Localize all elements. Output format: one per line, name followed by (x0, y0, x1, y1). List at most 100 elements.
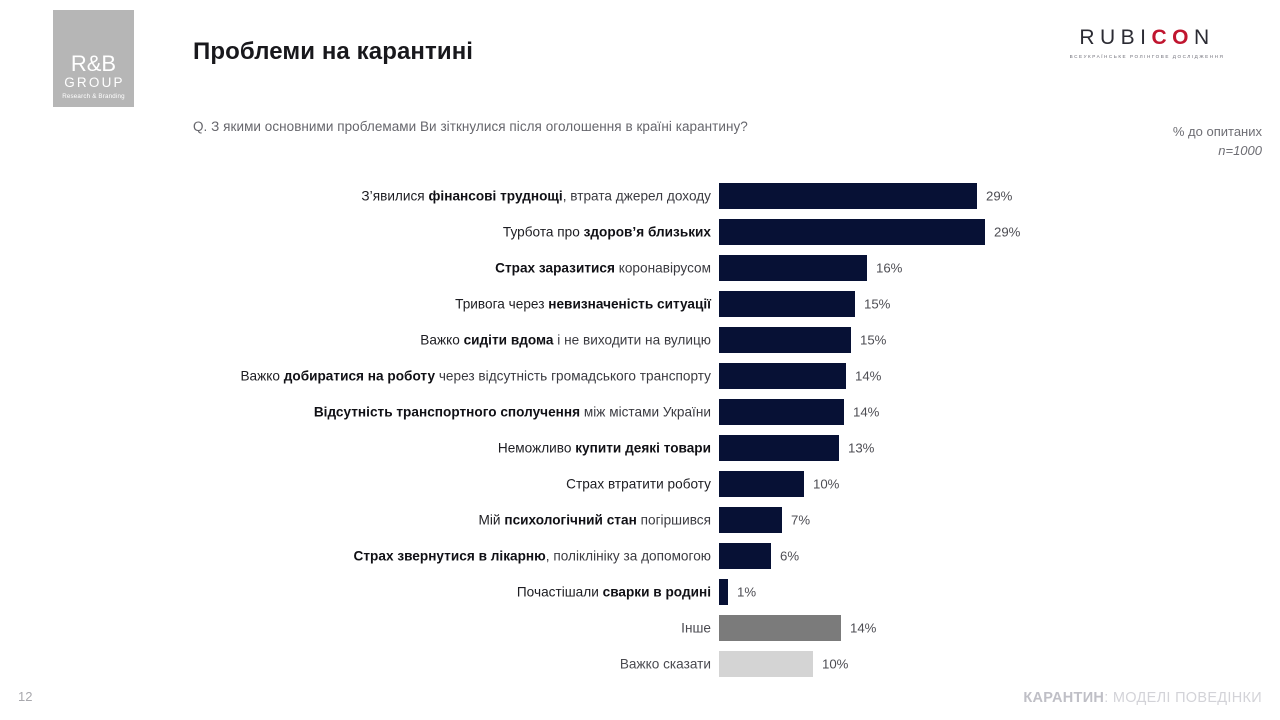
bar-label-pre: Почастішали (516, 584, 603, 600)
bar-label-pre: Важко (420, 332, 464, 348)
bar-label-emphasis: сидіти вдома (463, 332, 554, 348)
bar-track: 15% (719, 327, 1280, 353)
bar-value-label: 14% (855, 368, 882, 384)
bar-value-label: 16% (876, 260, 903, 276)
bar-label-post: , поліклініку за допомогою (545, 548, 711, 564)
bar-label-pre: З’явилися (361, 188, 429, 204)
bar-value-label: 15% (864, 296, 891, 312)
bar-row: Страх заразитися коронавірусом 16% (0, 250, 1280, 286)
rubicon-part-3: N (1194, 26, 1215, 49)
bar-label: Страх заразитися коронавірусом (0, 261, 711, 276)
bar-label-post: коронавірусом (614, 260, 711, 276)
bar-row: З’явилися фінансові труднощі, втрата дже… (0, 178, 1280, 214)
bar-label: Інше (0, 621, 711, 636)
footer-title-rest: : МОДЕЛІ ПОВЕДІНКИ (1104, 690, 1262, 706)
bar-label-emphasis: психологічний стан (504, 512, 637, 528)
rubicon-part-2-accent: CO (1151, 26, 1194, 49)
bar-value-label: 10% (822, 656, 849, 672)
bar-label: Страх втратити роботу (0, 477, 711, 492)
bar-value-label: 29% (986, 188, 1013, 204)
bar-track: 29% (719, 219, 1280, 245)
bar-track: 7% (719, 507, 1280, 533)
bar-label-pre: Турбота про (502, 224, 584, 240)
bar-track: 14% (719, 615, 1280, 641)
page-title: Проблеми на карантині (193, 38, 474, 65)
chart-meta: % до опитаних n=1000 (1173, 122, 1262, 160)
bar-label-post: між містами України (580, 404, 711, 420)
bar-track: 10% (719, 471, 1280, 497)
bar (719, 579, 728, 605)
bar-row: Важко сказати 10% (0, 646, 1280, 682)
bar-label: Важко сидіти вдома і не виходити на вули… (0, 333, 711, 348)
bar-label: Мій психологічний стан погіршився (0, 513, 711, 528)
bar-value-label: 1% (737, 584, 757, 600)
bar-label-post: погіршився (636, 512, 711, 528)
bar-label-pre: Тривога через (455, 296, 549, 312)
rubicon-logo: RUBICON ВСЕУКРАЇНСЬКЕ РОЛІНГОВЕ ДОСЛІДЖЕ… (1032, 26, 1262, 61)
bar-label-emphasis: купити деякі товари (575, 440, 711, 456)
bar-label-pre: Страх втратити роботу (566, 476, 711, 492)
bar-label-emphasis: Відсутність транспортного сполучення (313, 404, 581, 420)
bar-label: Важко сказати (0, 657, 711, 672)
page-number: 12 (18, 689, 33, 704)
bar-label-post: і не виходити на вулицю (553, 332, 711, 348)
rubicon-part-1: RUBI (1079, 26, 1152, 49)
bar-track: 13% (719, 435, 1280, 461)
bar-label: Страх звернутися в лікарню, поліклініку … (0, 549, 711, 564)
bar-value-label: 29% (994, 224, 1021, 240)
bar-value-label: 14% (850, 620, 877, 636)
bar-label: Важко добиратися на роботу через відсутн… (0, 369, 711, 384)
bar-label-post: через відсутність громадського транспорт… (435, 368, 711, 384)
bar (719, 219, 985, 245)
bar-label-emphasis: Страх звернутися в лікарню (353, 548, 546, 564)
sample-size: n=1000 (1218, 143, 1262, 158)
bar (719, 543, 771, 569)
bar (719, 651, 813, 677)
bar-label-pre: Інше (681, 620, 711, 636)
bar-row: Почастішали сварки в родині 1% (0, 574, 1280, 610)
bar-label-emphasis: здоров’я близьких (583, 224, 711, 240)
bar-label-pre: Важко сказати (619, 656, 711, 672)
bar-value-label: 13% (848, 440, 875, 456)
bar-row: Мій психологічний стан погіршився 7% (0, 502, 1280, 538)
bar-track: 6% (719, 543, 1280, 569)
bar-value-label: 7% (791, 512, 811, 528)
bar-value-label: 10% (813, 476, 840, 492)
bar-label-emphasis: добиратися на роботу (283, 368, 436, 384)
bar-label-pre: Важко (240, 368, 284, 384)
bar-label-emphasis: Страх заразитися (495, 260, 615, 276)
bar-row: Інше 14% (0, 610, 1280, 646)
bar-track: 15% (719, 291, 1280, 317)
bar-row: Страх втратити роботу 10% (0, 466, 1280, 502)
bar-label: Турбота про здоров’я близьких (0, 225, 711, 240)
bar-row: Важко сидіти вдома і не виходити на вули… (0, 322, 1280, 358)
bar (719, 327, 851, 353)
bar-track: 14% (719, 399, 1280, 425)
bar-label-pre: Неможливо (497, 440, 576, 456)
percent-note: % до опитаних (1172, 124, 1262, 139)
bar-label-emphasis: невизначеність ситуації (548, 296, 711, 312)
bar-value-label: 14% (853, 404, 880, 420)
bar (719, 471, 804, 497)
horizontal-bar-chart: З’явилися фінансові труднощі, втрата дже… (0, 178, 1280, 682)
bar (719, 507, 782, 533)
bar-track: 1% (719, 579, 1280, 605)
bar-row: Страх звернутися в лікарню, поліклініку … (0, 538, 1280, 574)
bar-label: Неможливо купити деякі товари (0, 441, 711, 456)
rubicon-wordmark: RUBICON (1032, 26, 1262, 50)
bar (719, 291, 855, 317)
bar (719, 183, 977, 209)
bar-label: Почастішали сварки в родині (0, 585, 711, 600)
bar-row: Неможливо купити деякі товари 13% (0, 430, 1280, 466)
question-text: Q. З якими основними проблемами Ви зіткн… (193, 119, 748, 134)
bar-value-label: 15% (860, 332, 887, 348)
bar-label-post: , втрата джерел доходу (562, 188, 711, 204)
bar (719, 399, 844, 425)
rb-logo-group: GROUP (64, 75, 125, 90)
bar (719, 255, 867, 281)
bar-label-pre: Мій (478, 512, 505, 528)
bar-label: З’явилися фінансові труднощі, втрата дже… (0, 189, 711, 204)
bar-row: Відсутність транспортного сполучення між… (0, 394, 1280, 430)
bar-row: Турбота про здоров’я близьких 29% (0, 214, 1280, 250)
bar-row: Важко добиратися на роботу через відсутн… (0, 358, 1280, 394)
